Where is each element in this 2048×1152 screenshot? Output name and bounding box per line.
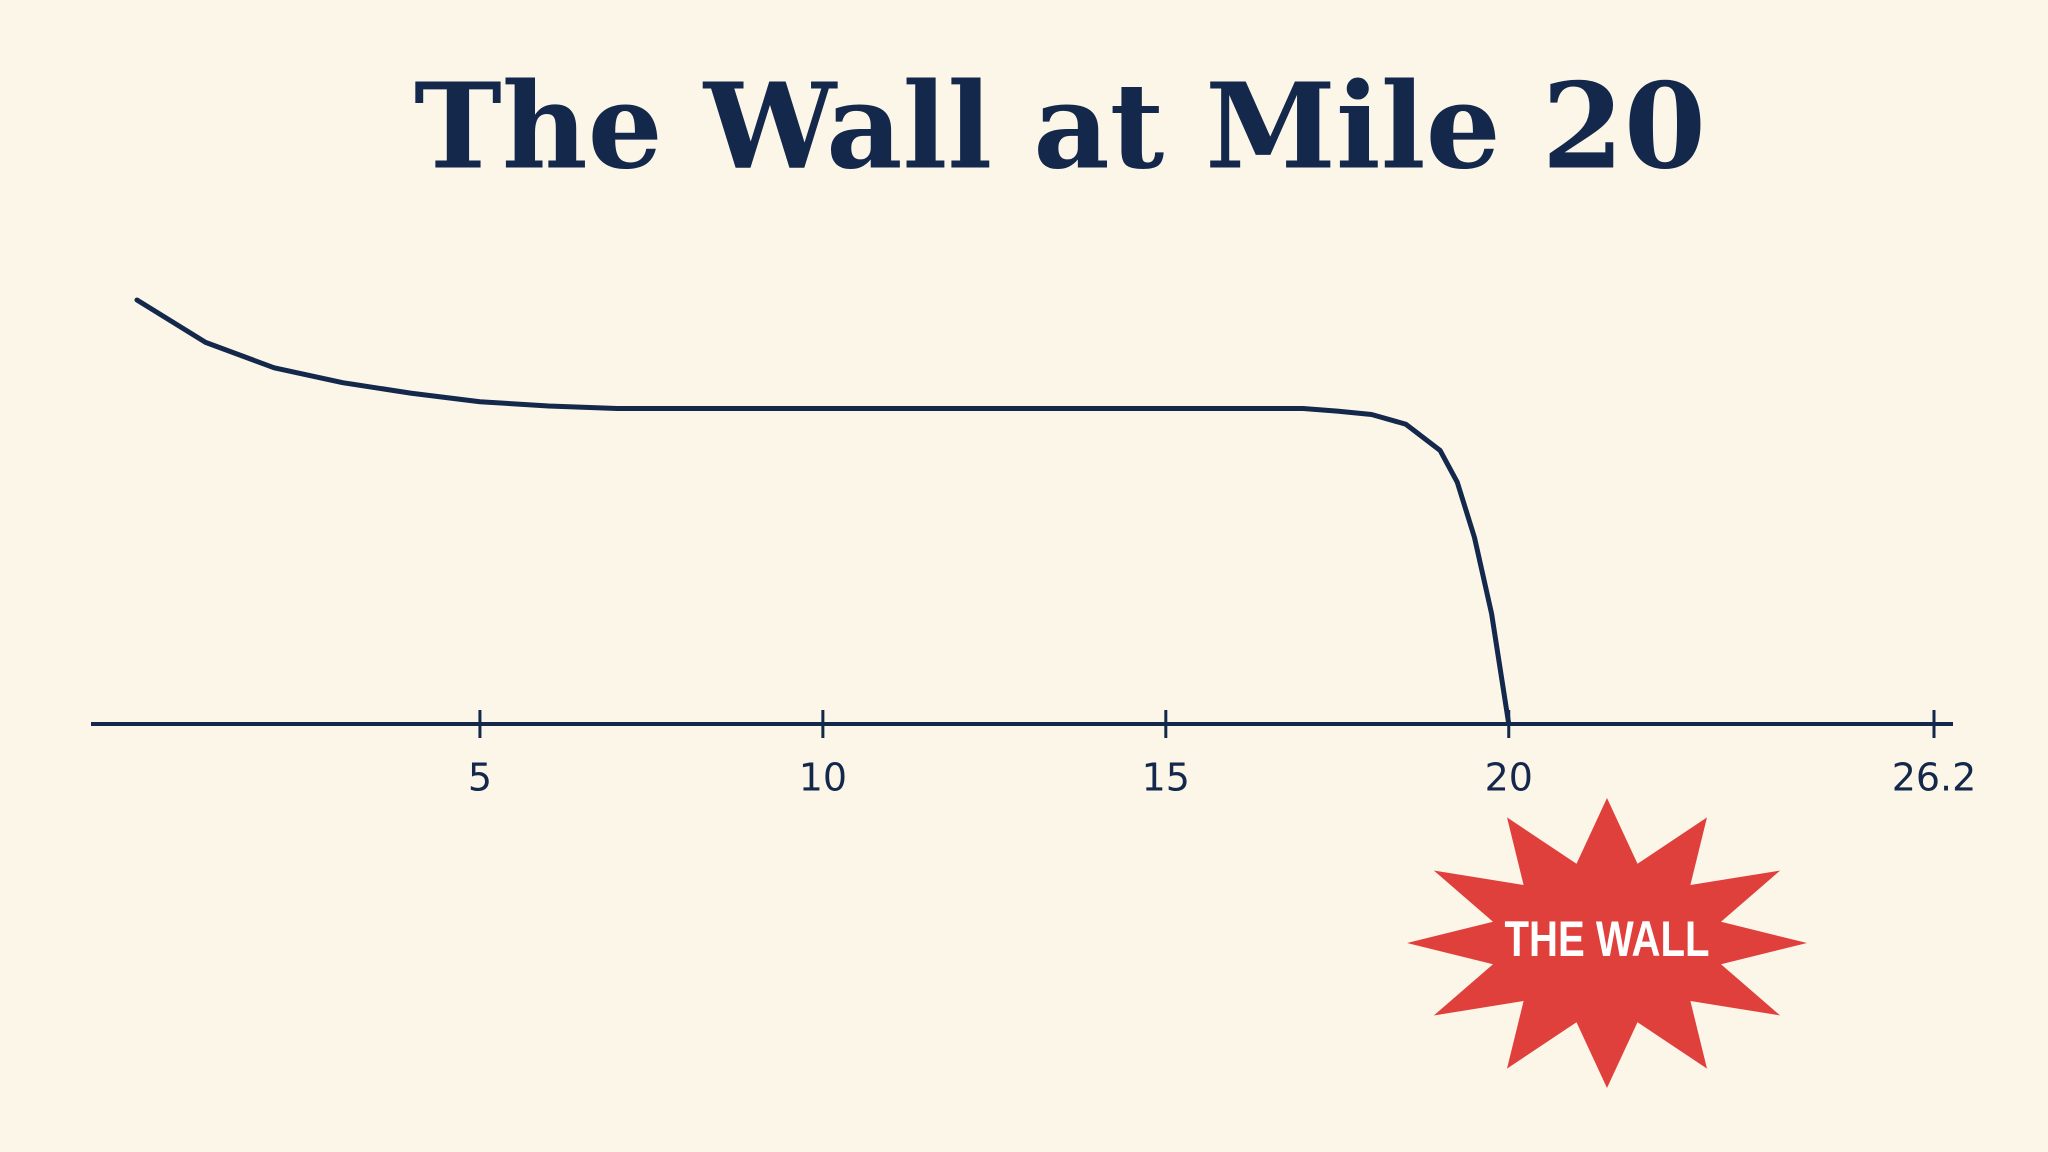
- starburst: [1407, 798, 1807, 1088]
- x-tick-label: 10: [799, 756, 847, 800]
- annotation: THE WALL: [1505, 911, 1710, 967]
- x-tick-label: 26.2: [1892, 756, 1977, 800]
- chart-title: The Wall at Mile 20: [414, 57, 1706, 196]
- x-tick-label: 15: [1142, 756, 1190, 800]
- x-tick-label: 5: [468, 756, 492, 800]
- line-series: [134, 297, 1512, 727]
- x-tick-label: 20: [1485, 756, 1533, 800]
